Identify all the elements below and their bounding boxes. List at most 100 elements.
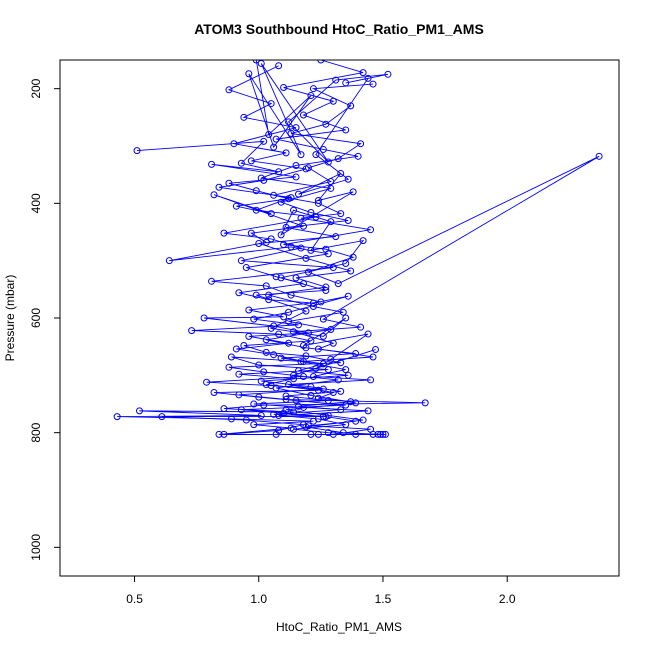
- data-point: [295, 367, 303, 375]
- plot-area: [113, 60, 603, 438]
- data-point: [165, 257, 173, 265]
- data-point: [232, 345, 240, 353]
- data-point: [200, 314, 208, 322]
- data-point: [285, 308, 293, 316]
- data-point: [322, 245, 330, 253]
- data-point: [277, 354, 285, 362]
- data-point: [319, 360, 327, 368]
- data-point: [342, 401, 350, 409]
- data-point: [327, 184, 335, 192]
- data-point: [364, 330, 372, 338]
- data-point: [290, 206, 298, 214]
- series-5: [250, 60, 387, 438]
- data-point: [347, 398, 355, 406]
- data-point: [237, 257, 245, 265]
- data-point: [364, 407, 372, 415]
- data-point: [379, 430, 387, 438]
- data-point: [252, 187, 260, 195]
- data-point: [295, 321, 303, 329]
- data-point: [290, 425, 298, 433]
- data-point: [232, 202, 240, 210]
- x-tick-label: 1.5: [375, 592, 392, 606]
- data-point: [208, 160, 216, 168]
- data-point: [344, 175, 352, 183]
- data-point: [267, 210, 275, 218]
- data-point: [324, 158, 332, 166]
- data-point: [332, 233, 340, 241]
- data-point: [334, 376, 342, 384]
- data-point: [299, 372, 307, 380]
- data-point: [280, 313, 288, 321]
- data-point: [250, 421, 258, 429]
- data-point: [220, 405, 228, 413]
- data-point: [270, 410, 278, 418]
- data-point: [342, 366, 350, 374]
- data-point: [282, 223, 290, 231]
- data-point: [342, 260, 350, 268]
- data-point: [235, 289, 243, 297]
- data-point: [275, 426, 283, 434]
- data-point: [210, 389, 218, 397]
- x-tick-label: 0.5: [126, 592, 143, 606]
- data-point: [337, 387, 345, 395]
- data-point: [267, 100, 275, 108]
- data-point: [237, 406, 245, 414]
- data-point: [299, 111, 307, 119]
- data-point: [280, 84, 288, 92]
- data-point: [324, 366, 332, 374]
- data-point: [275, 168, 283, 176]
- data-point: [344, 371, 352, 379]
- data-point: [319, 332, 327, 340]
- data-point: [252, 291, 260, 299]
- series-4: [158, 62, 377, 438]
- y-tick-label: 200: [29, 78, 43, 98]
- data-point: [327, 325, 335, 333]
- y-tick-label: 800: [29, 422, 43, 442]
- x-tick-label: 1.0: [250, 592, 267, 606]
- data-point: [384, 70, 392, 78]
- chart-title: ATOM3 Southbound HtoC_Ratio_PM1_AMS: [194, 21, 484, 37]
- data-point: [136, 407, 143, 415]
- data-point: [297, 151, 305, 159]
- data-point: [275, 62, 283, 70]
- data-point: [307, 209, 315, 217]
- data-point: [309, 303, 317, 311]
- data-point: [250, 315, 258, 323]
- data-point: [242, 264, 250, 272]
- data-point: [344, 292, 352, 300]
- data-point: [339, 308, 347, 316]
- data-point: [329, 339, 337, 347]
- data-point: [319, 145, 327, 153]
- data-point: [260, 137, 268, 145]
- data-point: [287, 194, 295, 202]
- y-tick-label: 600: [29, 308, 43, 328]
- x-tick-label: 2.0: [499, 592, 516, 606]
- data-point: [314, 199, 322, 207]
- data-point: [359, 69, 367, 77]
- data-point: [225, 86, 233, 94]
- x-axis-label: HtoC_Ratio_PM1_AMS: [276, 620, 402, 634]
- data-point: [332, 76, 340, 84]
- data-point: [302, 254, 310, 262]
- data-point: [252, 60, 260, 64]
- data-point: [282, 149, 290, 157]
- data-point: [304, 268, 312, 276]
- data-point: [354, 152, 362, 160]
- data-point: [329, 264, 337, 272]
- data-point: [225, 363, 233, 371]
- data-point: [352, 417, 360, 425]
- data-point: [285, 317, 293, 325]
- data-point: [220, 430, 228, 438]
- data-point: [245, 70, 253, 78]
- data-point: [113, 413, 121, 421]
- data-point: [329, 97, 337, 105]
- data-point: [367, 226, 375, 234]
- data-point: [299, 421, 307, 429]
- data-point: [337, 210, 345, 218]
- data-point: [277, 198, 285, 206]
- y-tick-label: 400: [29, 193, 43, 213]
- data-point: [342, 126, 350, 134]
- data-point: [327, 178, 335, 186]
- data-point: [262, 348, 270, 356]
